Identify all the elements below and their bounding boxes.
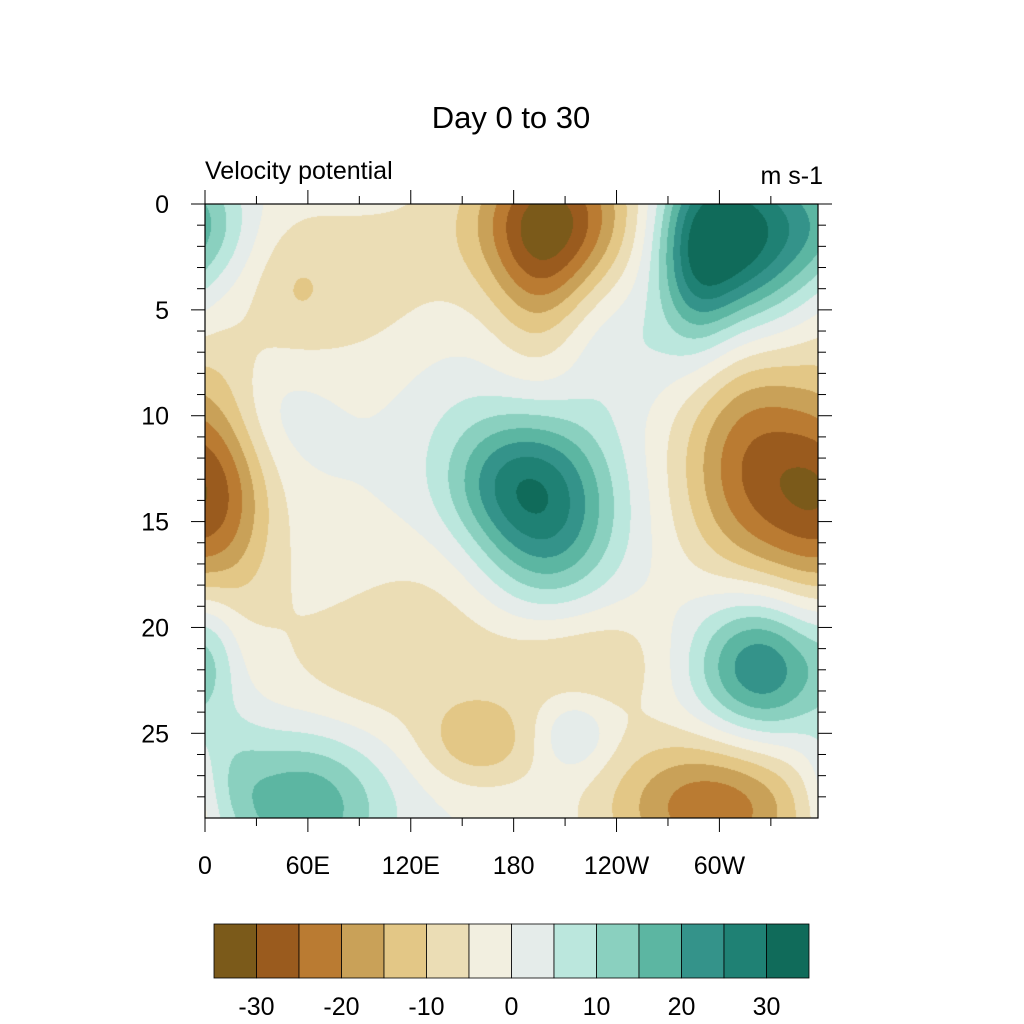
y-tick-label: 25 [141, 720, 169, 748]
colorbar-box [681, 923, 725, 979]
colorbar-box [213, 923, 257, 979]
colorbar-box [638, 923, 682, 979]
colorbar-box [553, 923, 597, 979]
x-tick-label: 120E [382, 852, 440, 880]
colorbar-box [298, 923, 342, 979]
y-tick-label: 20 [141, 614, 169, 642]
colorbar: -30 -20 -10 0 10 20 30 [213, 923, 810, 1021]
colorbar-box [766, 923, 810, 979]
colorbar-label: 30 [753, 993, 781, 1021]
colorbar-label: -30 [238, 993, 274, 1021]
colorbar-box [723, 923, 767, 979]
colorbar-box [468, 923, 512, 979]
colorbar-box [341, 923, 385, 979]
colorbar-box [256, 923, 300, 979]
y-tick-label: 15 [141, 509, 169, 537]
y-tick-label: 5 [155, 297, 169, 325]
colorbar-label: 20 [668, 993, 696, 1021]
left-label: Velocity potential [205, 157, 393, 185]
colorbar-label: 10 [583, 993, 611, 1021]
x-tick-label: 60E [286, 852, 330, 880]
units-label: m s-1 [761, 162, 824, 190]
chart-title: Day 0 to 30 [432, 100, 591, 135]
colorbar-label: -20 [323, 993, 359, 1021]
colorbar-label: -10 [408, 993, 444, 1021]
plot-frame [204, 203, 819, 819]
x-tick-label: 180 [493, 852, 535, 880]
y-tick-label: 0 [155, 191, 169, 219]
colorbar-box [426, 923, 470, 979]
x-tick-label: 0 [198, 852, 212, 880]
colorbar-box [511, 923, 555, 979]
x-tick-label: 120W [584, 852, 650, 880]
x-axis: 0 60E 120E 180 120W 60W [198, 190, 772, 880]
colorbar-label: 0 [505, 993, 519, 1021]
y-tick-label: 10 [141, 403, 169, 431]
colorbar-box [596, 923, 640, 979]
x-tick-label: 60W [694, 852, 746, 880]
contour-field [205, 204, 818, 818]
y-axis: 0 5 10 15 20 25 [141, 191, 832, 798]
colorbar-box [383, 923, 427, 979]
